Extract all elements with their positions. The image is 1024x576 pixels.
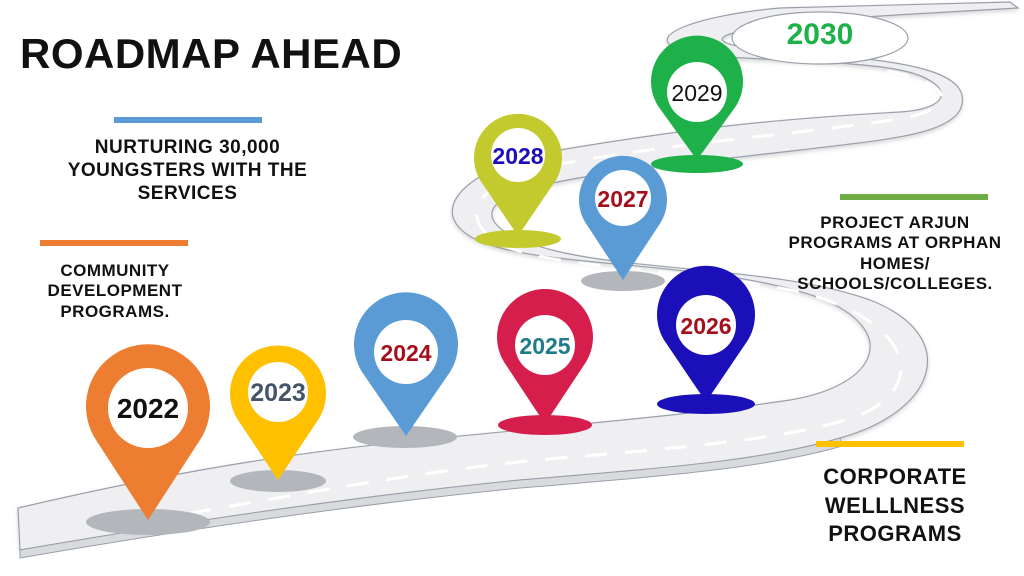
caption-nurturing: NURTURING 30,000 YOUNGSTERS WITH THE SER… bbox=[67, 137, 308, 204]
caption-arjun: PROJECT ARJUN PROGRAMS AT ORPHAN HOMES/ … bbox=[788, 213, 1002, 294]
road-center-line bbox=[149, 68, 944, 522]
pin-2026 bbox=[657, 265, 755, 402]
pin-2025 bbox=[497, 289, 593, 424]
year-2022-label: 2022 bbox=[116, 393, 180, 424]
year-2029-label: 2029 bbox=[671, 80, 723, 106]
pin-base-2025 bbox=[498, 415, 592, 435]
pin-2029 bbox=[651, 35, 743, 160]
caption-community: COMMUNITY DEVELOPMENT PROGRAMS. bbox=[47, 261, 183, 321]
pin-2024 bbox=[354, 292, 458, 436]
pin-2028 bbox=[474, 113, 562, 236]
pin-base-2029 bbox=[651, 155, 743, 173]
year-2025-label: 2025 bbox=[519, 333, 571, 359]
divider-green bbox=[840, 194, 988, 200]
year-2030-ellipse bbox=[731, 11, 909, 65]
pin-2023 bbox=[230, 345, 327, 480]
caption-corporate: CORPORATE WELLLNESS PROGRAMS bbox=[823, 464, 967, 547]
year-2028-label: 2028 bbox=[492, 143, 544, 169]
year-2027-label: 2027 bbox=[597, 186, 649, 212]
page-title: ROADMAP AHEAD bbox=[20, 30, 403, 77]
divider-orange bbox=[40, 240, 188, 246]
year-2023-label: 2023 bbox=[250, 379, 306, 407]
pin-2022 bbox=[85, 344, 210, 520]
divider-yellow bbox=[816, 441, 964, 447]
year-2026-label: 2026 bbox=[680, 313, 732, 339]
pin-base-2026 bbox=[657, 394, 755, 414]
year-2030-label: 2030 bbox=[786, 18, 854, 51]
year-2024-label: 2024 bbox=[380, 340, 432, 366]
pin-2027 bbox=[579, 155, 668, 280]
pin-base-2028 bbox=[475, 230, 561, 248]
pin-shadows bbox=[86, 271, 665, 535]
divider-blue bbox=[114, 117, 262, 123]
